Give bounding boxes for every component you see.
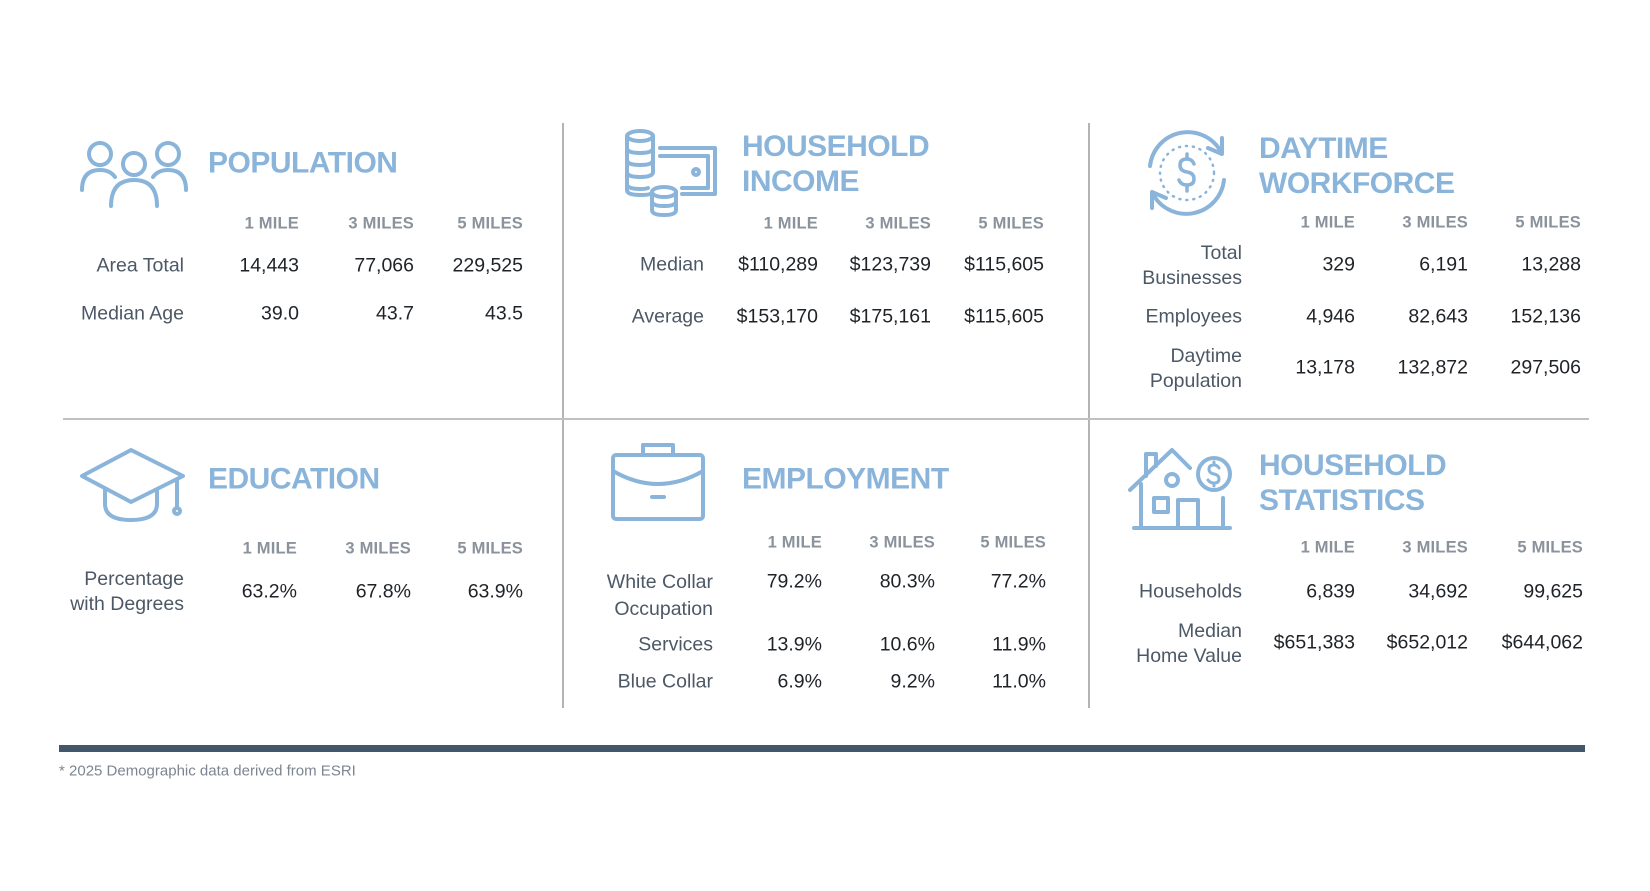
cell-value: 14,443	[239, 254, 299, 277]
row-label: Median Home Value	[1136, 620, 1242, 667]
column-header: 1 MILE	[1300, 538, 1355, 557]
section-title: POPULATION	[208, 146, 398, 180]
divider-vertical	[562, 123, 564, 708]
section-title: DAYTIME WORKFORCE	[1259, 132, 1455, 200]
cell-value: 13.9%	[766, 633, 822, 656]
cell-value: $115,605	[964, 253, 1044, 276]
divider-horizontal	[63, 418, 1589, 420]
cell-value: 34,692	[1408, 580, 1468, 603]
column-header: 3 MILES	[345, 539, 411, 558]
section-title: EDUCATION	[208, 462, 380, 496]
cell-value: 39.0	[261, 302, 299, 325]
house-dollar-icon	[1128, 448, 1232, 530]
cell-value: 152,136	[1510, 305, 1582, 328]
cell-value: 77,066	[354, 254, 414, 277]
column-header: 1 MILE	[763, 214, 818, 233]
cell-value: 6,191	[1419, 253, 1468, 276]
cell-value: 79.2%	[766, 570, 822, 593]
cell-value: $651,383	[1273, 631, 1355, 654]
column-header: 3 MILES	[348, 214, 414, 233]
section-title: HOUSEHOLD STATISTICS	[1259, 449, 1447, 517]
cell-value: 43.5	[485, 302, 523, 325]
cell-value: $153,170	[736, 305, 818, 328]
section-title: EMPLOYMENT	[742, 462, 949, 496]
column-header: 5 MILES	[1515, 213, 1581, 232]
cell-value: 63.9%	[467, 580, 523, 603]
footer-divider-bar	[59, 745, 1585, 752]
cell-value: 13,178	[1295, 356, 1355, 379]
row-label: Employees	[1145, 305, 1242, 328]
cell-value: $652,012	[1386, 631, 1468, 654]
column-header: 3 MILES	[1402, 538, 1468, 557]
cell-value: 80.3%	[879, 570, 935, 593]
coins-cash-icon	[625, 129, 717, 217]
cell-value: $115,605	[964, 305, 1044, 328]
cell-value: 9.2%	[890, 670, 935, 693]
row-label: Services	[638, 633, 713, 656]
row-label: Daytime Population	[1149, 345, 1242, 392]
cell-value: 6,839	[1306, 580, 1355, 603]
cell-value: 77.2%	[990, 570, 1046, 593]
cell-value: 43.7	[376, 302, 414, 325]
row-label: White Collar Occupation	[606, 571, 713, 620]
cell-value: $123,739	[849, 253, 931, 276]
cell-value: 132,872	[1397, 356, 1469, 379]
cell-value: 329	[1322, 253, 1355, 276]
column-header: 5 MILES	[980, 533, 1046, 552]
cell-value: 229,525	[452, 254, 524, 277]
people-group-icon	[80, 141, 188, 208]
cell-value: 4,946	[1306, 305, 1355, 328]
row-label: Total Businesses	[1142, 242, 1242, 289]
cell-value: 11.9%	[992, 633, 1046, 656]
column-header: 3 MILES	[1402, 213, 1468, 232]
cell-value: $644,062	[1501, 631, 1583, 654]
section-title: HOUSEHOLD INCOME	[742, 130, 930, 198]
column-header: 1 MILE	[244, 214, 299, 233]
row-label: Average	[631, 305, 704, 328]
column-header: 3 MILES	[869, 533, 935, 552]
cell-value: 63.2%	[241, 580, 297, 603]
footnote: * 2025 Demographic data derived from ESR…	[59, 762, 356, 780]
cell-value: 297,506	[1510, 356, 1582, 379]
row-label: Percentage with Degrees	[70, 568, 184, 615]
column-header: 1 MILE	[1300, 213, 1355, 232]
dollar-cycle-icon	[1148, 130, 1226, 216]
row-label: Median Age	[81, 302, 184, 325]
column-header: 3 MILES	[865, 214, 931, 233]
cell-value: 10.6%	[879, 633, 935, 656]
cell-value: 99,625	[1523, 580, 1583, 603]
column-header: 5 MILES	[457, 539, 523, 558]
column-header: 1 MILE	[767, 533, 822, 552]
cell-value: 6.9%	[777, 670, 822, 693]
briefcase-icon	[611, 443, 705, 521]
cell-value: 82,643	[1408, 305, 1468, 328]
column-header: 1 MILE	[242, 539, 297, 558]
row-label: Blue Collar	[617, 670, 713, 693]
cell-value: 13,288	[1521, 253, 1581, 276]
divider-vertical	[1088, 123, 1090, 708]
cell-value: $175,161	[849, 305, 931, 328]
column-header: 5 MILES	[1517, 538, 1583, 557]
cell-value: 67.8%	[355, 580, 411, 603]
cell-value: 11.0%	[992, 670, 1046, 693]
cell-value: $110,289	[738, 253, 818, 276]
row-label: Area Total	[96, 254, 184, 277]
row-label: Median	[640, 253, 704, 276]
graduation-cap-icon	[80, 448, 185, 522]
row-label: Households	[1139, 580, 1242, 603]
column-header: 5 MILES	[978, 214, 1044, 233]
column-header: 5 MILES	[457, 214, 523, 233]
